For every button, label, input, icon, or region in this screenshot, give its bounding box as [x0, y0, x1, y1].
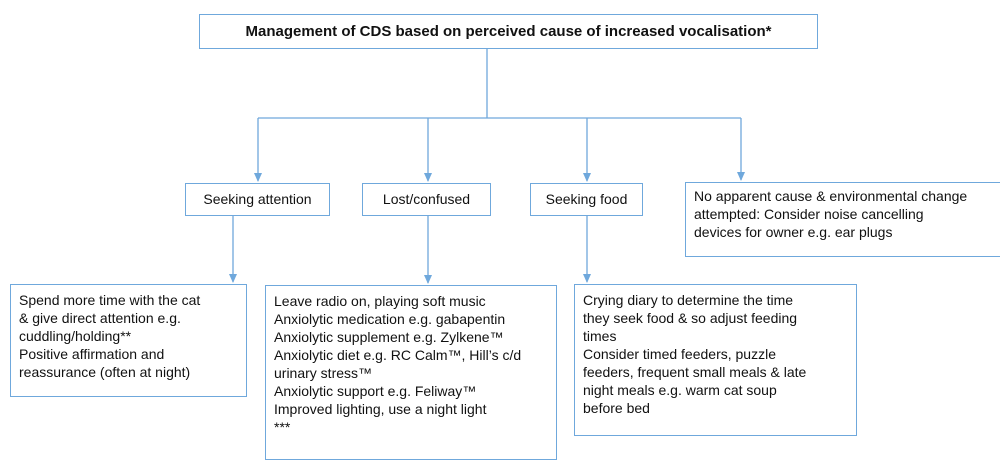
- cause-box: No apparent cause & environmental change…: [685, 182, 1000, 257]
- title-box: Management of CDS based on perceived cau…: [199, 14, 818, 49]
- action-box: Leave radio on, playing soft music Anxiol…: [265, 285, 557, 460]
- text-line: Crying diary to determine the time: [583, 292, 794, 308]
- text-line: they seek food & so adjust feeding: [583, 310, 798, 326]
- action-box: Crying diary to determine the time they s…: [574, 284, 857, 436]
- text-line: cuddling/holding**: [19, 328, 132, 344]
- text-line: before bed: [583, 400, 650, 416]
- text-line: reassurance (often at night): [19, 364, 191, 380]
- connectors: [229, 48, 745, 284]
- text-line: No apparent cause & environmental change: [694, 188, 968, 204]
- text-line: Anxiolytic diet e.g. RC Calm™, Hill’s c/…: [274, 347, 522, 363]
- text-line: urinary stress™: [274, 365, 373, 381]
- text-line: ***: [274, 419, 291, 435]
- text-line: times: [583, 328, 617, 344]
- text-line: Consider timed feeders, puzzle: [583, 346, 776, 362]
- cause-box: Lost/confused: [362, 183, 491, 216]
- text-line: Leave radio on, playing soft music: [274, 293, 486, 309]
- cause-box: Seeking food: [530, 183, 643, 216]
- text-line: devices for owner e.g. ear plugs: [694, 224, 893, 240]
- page: {"title": "Management of CDS based on pe…: [10, 14, 1000, 460]
- cause-box: Seeking attention: [185, 183, 330, 216]
- text-line: night meals e.g. warm cat soup: [583, 382, 777, 398]
- text-line: Anxiolytic support e.g. Feliway™: [274, 383, 477, 399]
- text-line: attempted: Consider noise cancelling: [694, 206, 924, 222]
- action-box: Spend more time with the cat & give direc…: [10, 284, 247, 397]
- text-line: Positive affirmation and: [19, 346, 165, 362]
- text-line: Anxiolytic medication e.g. gabapentin: [274, 311, 506, 327]
- text-line: Improved lighting, use a night light: [274, 401, 487, 417]
- text-line: Anxiolytic supplement e.g. Zylkene™: [274, 329, 504, 345]
- text-line: feeders, frequent small meals & late: [583, 364, 807, 380]
- text-line: & give direct attention e.g.: [19, 310, 181, 326]
- text-line: Spend more time with the cat: [19, 292, 201, 308]
